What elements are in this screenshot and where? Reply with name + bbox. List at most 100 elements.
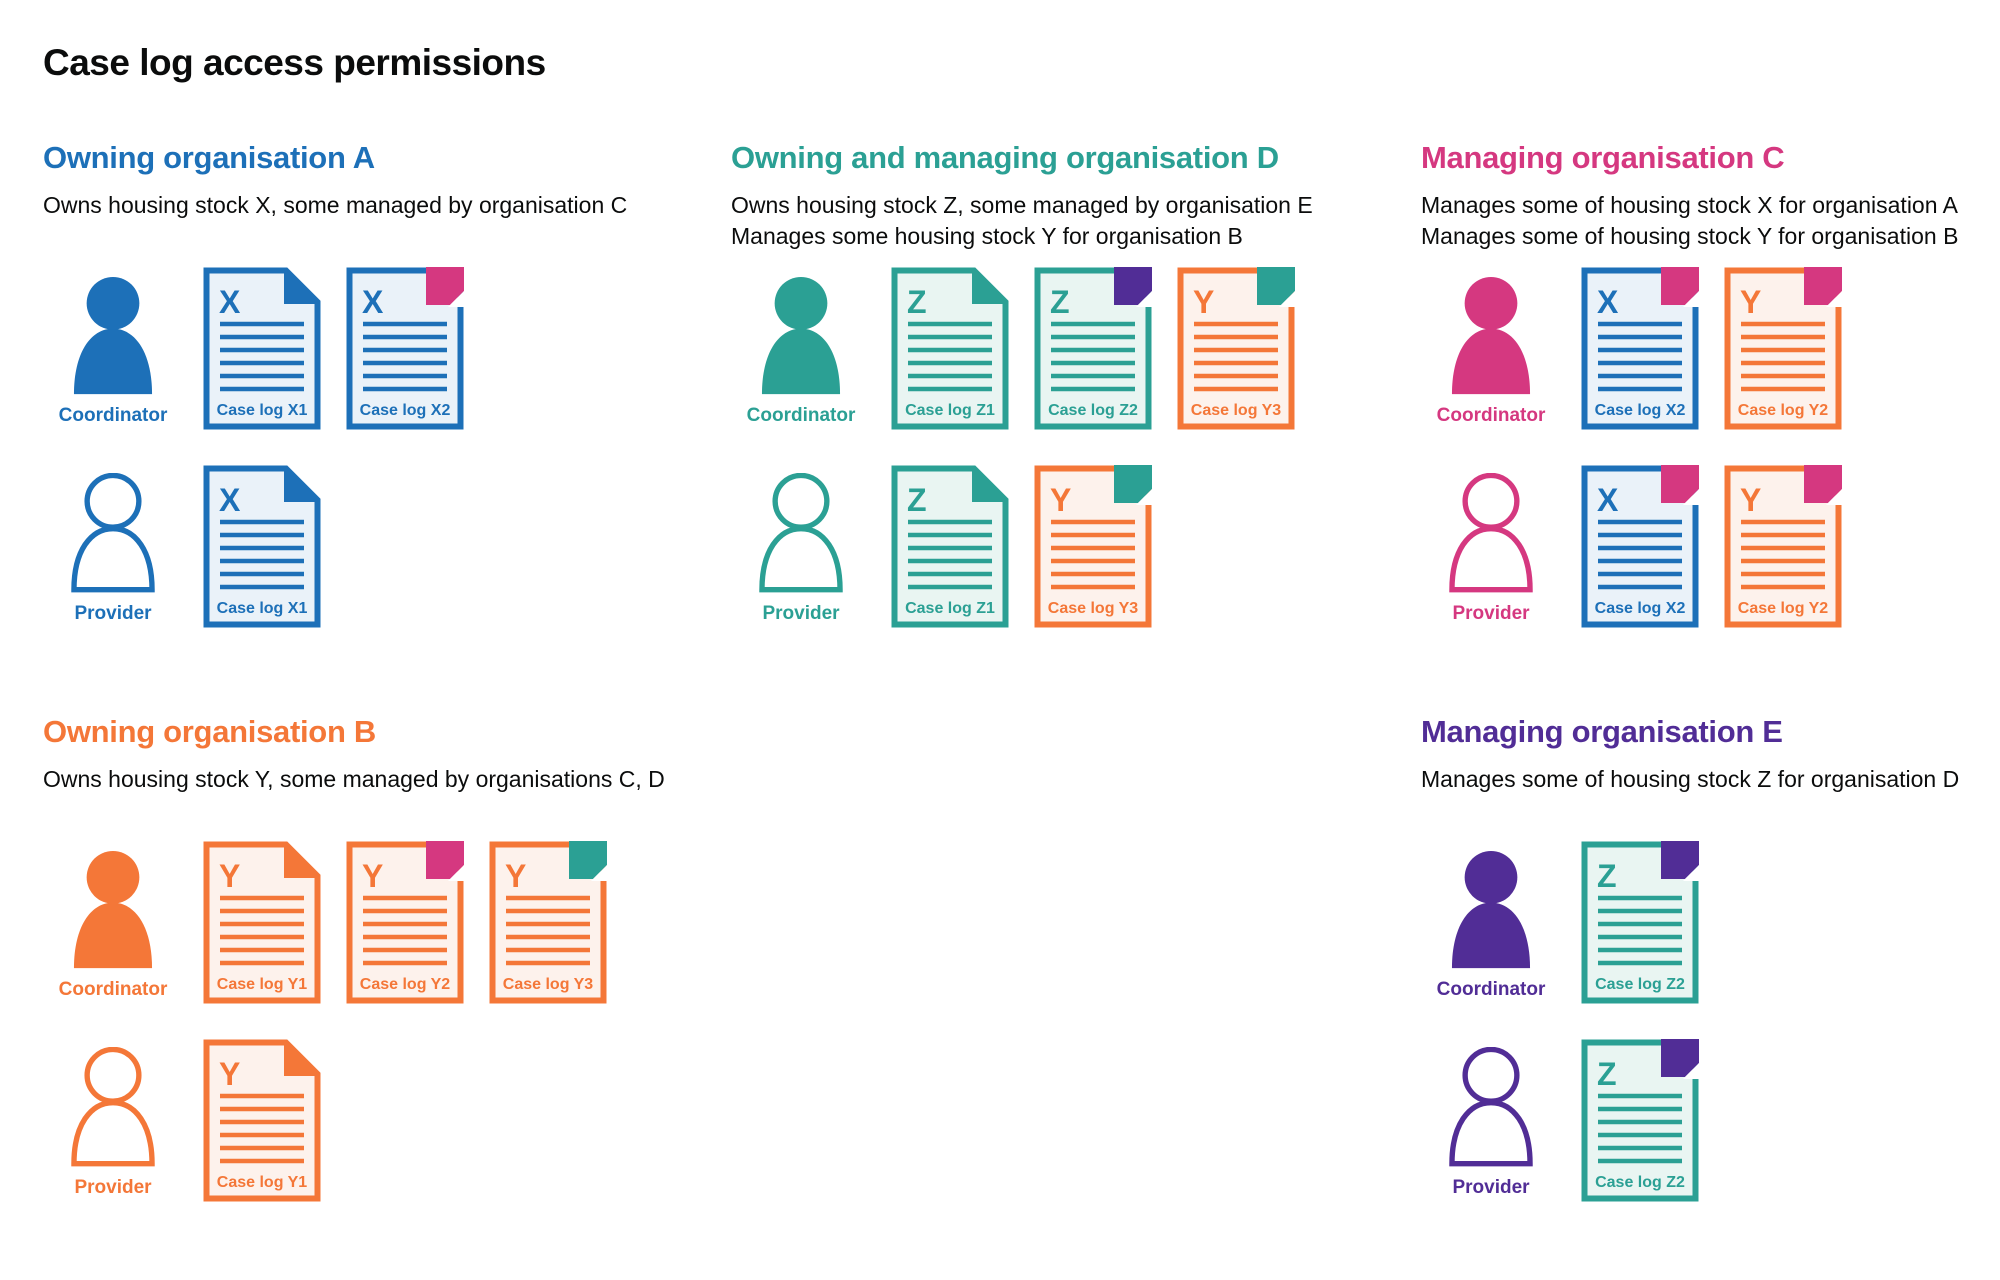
person-block-provider: Provider [43, 1039, 183, 1199]
folded-corner-icon [1661, 267, 1699, 305]
folded-corner-cut [1683, 291, 1699, 307]
document-text-lines [1598, 1093, 1682, 1164]
org-section-owning-organisation-b: Owning organisation B Owns housing stock … [43, 714, 731, 1202]
folded-corner-icon [284, 466, 320, 502]
person-block-provider: Provider [1421, 1039, 1561, 1199]
persona-label: Coordinator [1436, 405, 1546, 426]
folded-corner-icon [426, 267, 464, 305]
document-label: Case log Y2 [1738, 402, 1829, 419]
coordinator-person-icon [761, 276, 841, 395]
folded-corner-icon [284, 268, 320, 304]
coordinator-person-icon [1451, 276, 1531, 395]
document-label: Case log Y1 [217, 976, 308, 993]
document-text-lines [1598, 895, 1682, 966]
document-text-lines [220, 895, 304, 966]
persona-label: Coordinator [746, 405, 856, 426]
document-letter: X [219, 284, 241, 320]
document-letter: Z [1597, 858, 1617, 894]
folded-corner-icon [972, 466, 1008, 502]
folded-corner-cut [1136, 291, 1152, 307]
provider-person-icon [71, 1047, 155, 1167]
case-log-document: Y Case log Y1 [203, 841, 321, 1004]
document-letter: Y [362, 858, 383, 894]
persona-label: Provider [762, 603, 840, 624]
section-heading: Owning organisation A [43, 140, 375, 175]
document-list: X Case log X2 Y Case log Y2 [1581, 465, 1842, 628]
document-letter: X [1597, 482, 1619, 518]
folded-corner-icon [1114, 267, 1152, 305]
document-text-lines [1741, 321, 1825, 392]
folded-corner-icon [426, 841, 464, 879]
section-description-line: Manages some of housing stock Z for orga… [1421, 766, 1960, 792]
folded-corner-cut [448, 865, 464, 881]
section-heading: Managing organisation C [1421, 140, 1785, 175]
sections-grid: Owning organisation A Owns housing stock … [43, 140, 2000, 1202]
case-log-document: Y Case log Y2 [1724, 267, 1842, 430]
folded-corner-icon [972, 268, 1008, 304]
persona-label: Provider [1452, 1177, 1530, 1198]
person-block-coordinator: Coordinator [1421, 841, 1561, 1001]
persona-row-coordinator: Coordinator Z Case log Z2 [1421, 841, 2000, 1004]
case-log-document: Z Case log Z1 [891, 267, 1009, 430]
document-label: Case log Z1 [905, 402, 995, 419]
document-letter: Y [1740, 482, 1761, 518]
persona-label: Coordinator [58, 979, 168, 1000]
person-block-provider: Provider [43, 465, 183, 625]
document-text-lines [220, 519, 304, 590]
folded-corner-icon [1804, 267, 1842, 305]
document-label: Case log Z2 [1595, 1174, 1685, 1191]
case-log-document: Y Case log Y2 [1724, 465, 1842, 628]
document-list: Z Case log Z1 Y Case log Y3 [891, 465, 1152, 628]
document-text-lines [220, 321, 304, 392]
page-title: Case log access permissions [43, 42, 546, 83]
person-block-coordinator: Coordinator [43, 841, 183, 1001]
section-description: Manages some of housing stock Z for orga… [1421, 764, 2000, 841]
document-label: Case log Y2 [360, 976, 451, 993]
provider-person-icon [1449, 1047, 1533, 1167]
persona-label: Provider [74, 1177, 152, 1198]
section-heading: Owning and managing organisation D [731, 140, 1279, 175]
document-text-lines [363, 321, 447, 392]
case-log-document: X Case log X2 [346, 267, 464, 430]
document-text-lines [220, 1093, 304, 1164]
document-letter: Y [1193, 284, 1214, 320]
case-log-document: Y Case log Y3 [1034, 465, 1152, 628]
document-text-lines [908, 321, 992, 392]
coordinator-person-icon [73, 850, 153, 969]
case-log-document: Z Case log Z2 [1581, 1039, 1699, 1202]
document-label: Case log Z2 [1048, 402, 1138, 419]
document-list: X Case log X2 Y Case log Y2 [1581, 267, 1842, 430]
document-text-lines [363, 895, 447, 966]
document-list: Z Case log Z2 [1581, 1039, 1699, 1202]
section-description-line: Manages some housing stock Y for organis… [731, 223, 1243, 249]
case-log-document: X Case log X2 [1581, 267, 1699, 430]
section-heading: Owning organisation B [43, 714, 376, 749]
document-text-lines [908, 519, 992, 590]
section-description: Owns housing stock X, some managed by or… [43, 190, 731, 267]
document-label: Case log Z2 [1595, 976, 1685, 993]
document-list: X Case log X1 X Case log X2 [203, 267, 464, 430]
document-label: Case log X1 [217, 402, 308, 419]
document-letter: Y [505, 858, 526, 894]
coordinator-person-icon [1451, 850, 1531, 969]
folded-corner-cut [1136, 489, 1152, 505]
document-letter: Z [1597, 1056, 1617, 1092]
folded-corner-cut [1683, 865, 1699, 881]
folded-corner-icon [1804, 465, 1842, 503]
person-block-coordinator: Coordinator [731, 267, 871, 427]
document-letter: Y [219, 1056, 240, 1092]
case-log-document: X Case log X1 [203, 267, 321, 430]
section-heading: Managing organisation E [1421, 714, 1783, 749]
document-label: Case log Y3 [503, 976, 594, 993]
folded-corner-icon [1257, 267, 1295, 305]
persona-row-coordinator: Coordinator Y Case log Y1 Y Case log Y2 Y Case… [43, 841, 731, 1004]
case-log-document: Y Case log Y3 [1177, 267, 1295, 430]
folded-corner-cut [1826, 291, 1842, 307]
persona-label: Provider [1452, 603, 1530, 624]
document-letter: Y [1740, 284, 1761, 320]
persona-row-provider: Provider Y Case log Y1 [43, 1039, 731, 1202]
document-letter: Z [907, 482, 927, 518]
person-block-coordinator: Coordinator [1421, 267, 1561, 427]
document-text-lines [1741, 519, 1825, 590]
persona-label: Coordinator [58, 405, 168, 426]
